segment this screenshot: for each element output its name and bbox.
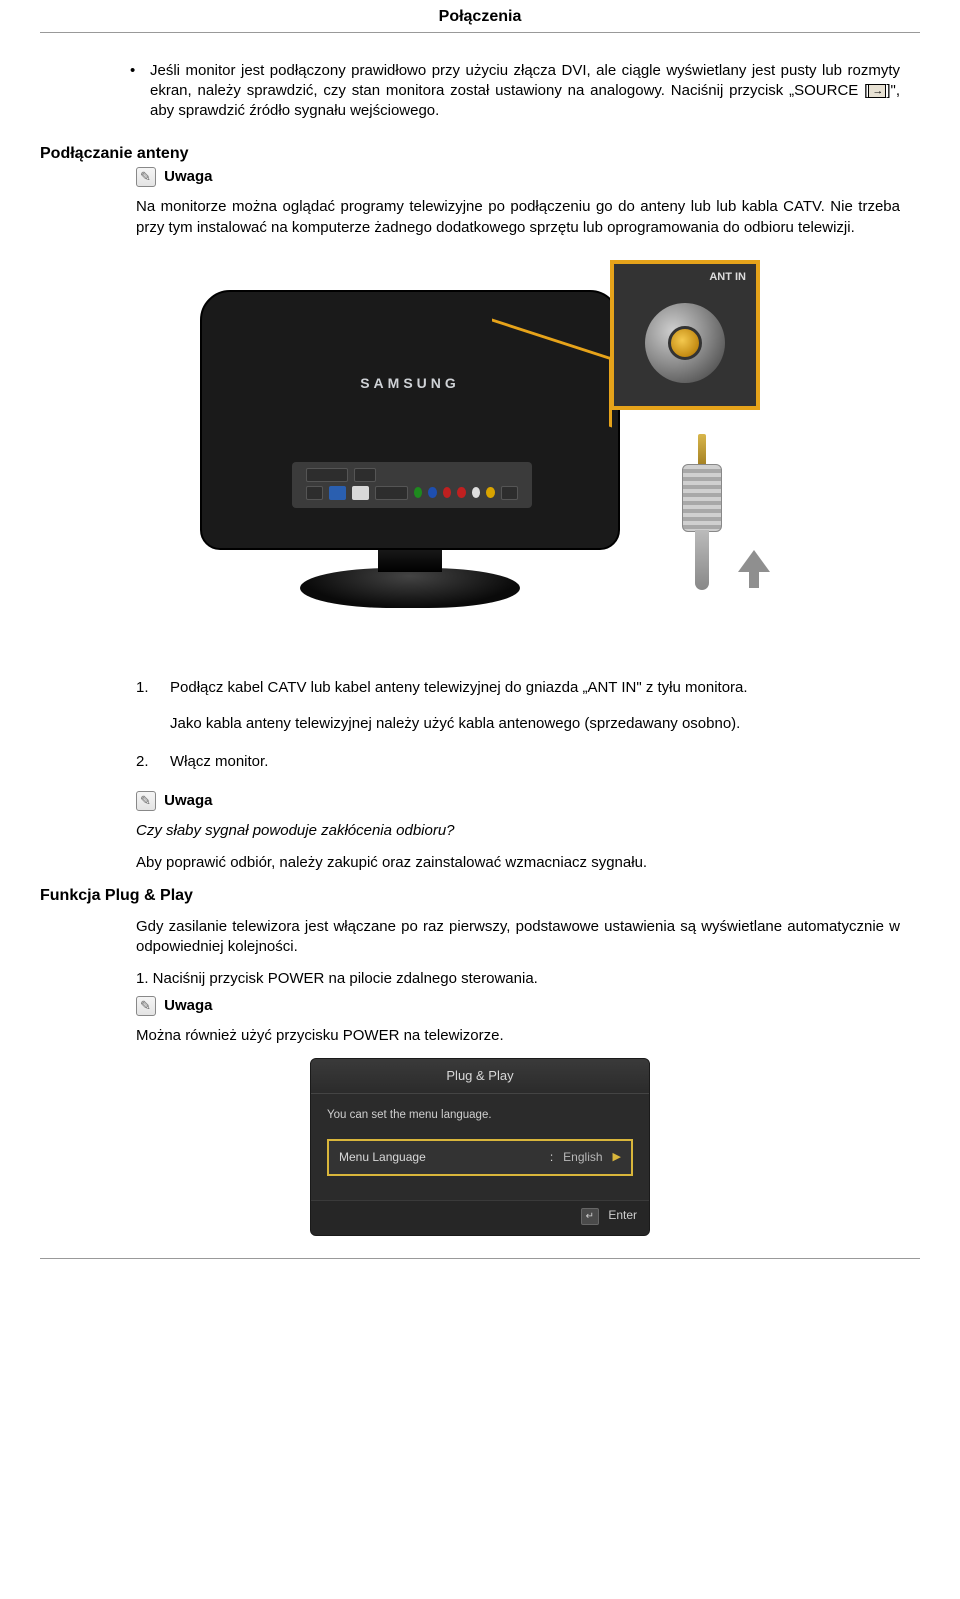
- pnp-paragraph: Gdy zasilanie telewizora jest włączane p…: [136, 917, 900, 958]
- port-rca-yellow: [486, 487, 494, 498]
- steps-list: 1. Podłącz kabel CATV lub kabel anteny t…: [136, 678, 900, 773]
- intro-bullet: • Jeśli monitor jest podłączony prawidło…: [150, 61, 900, 122]
- plug-body: [682, 464, 722, 532]
- triangle-right-icon: ▶: [613, 1150, 621, 1165]
- port-dvi: [352, 486, 369, 500]
- monitor-illustration: SAMSUNG: [160, 250, 800, 650]
- plug-and-play-screenshot: Plug & Play You can set the menu languag…: [310, 1058, 650, 1236]
- note-antenna: Uwaga: [136, 167, 920, 187]
- monitor-brand-text: SAMSUNG: [360, 374, 460, 393]
- step-item: 1. Podłącz kabel CATV lub kabel anteny t…: [136, 678, 900, 735]
- port-audio-red: [443, 487, 451, 498]
- port-rca-white: [472, 487, 480, 498]
- pencil-note-icon: [136, 167, 156, 187]
- port-rca-red: [457, 487, 465, 498]
- step-extra: Jako kabla anteny telewizyjnej należy uż…: [170, 714, 900, 734]
- footer-divider: [40, 1258, 920, 1259]
- port-generic: [306, 468, 348, 482]
- note-answer: Aby poprawić odbiór, należy zakupić oraz…: [136, 853, 900, 873]
- step-number: 2.: [136, 752, 170, 772]
- illustration-wrap: SAMSUNG: [40, 250, 920, 650]
- ant-in-socket: [645, 303, 725, 383]
- bullet-marker: •: [130, 61, 135, 81]
- port-generic: [306, 486, 323, 500]
- port-generic: [354, 468, 376, 482]
- port-audio-green: [414, 487, 422, 498]
- enter-label: Enter: [608, 1208, 637, 1222]
- note-power: Uwaga: [136, 996, 920, 1016]
- pnp-menu-row: Menu Language : English ▶: [327, 1139, 633, 1175]
- note-label: Uwaga: [164, 792, 212, 809]
- note-power-text: Można również użyć przycisku POWER na te…: [136, 1026, 900, 1046]
- note-label: Uwaga: [164, 997, 212, 1014]
- pnp-row-value: English: [563, 1149, 602, 1165]
- monitor-base: [300, 568, 520, 608]
- note-label: Uwaga: [164, 168, 212, 185]
- port-audio-blue: [428, 487, 436, 498]
- plug-tip: [698, 434, 706, 468]
- arrow-up-icon: [738, 550, 770, 572]
- pnp-footer: ↵ Enter: [311, 1200, 649, 1236]
- section-heading-antenna: Podłączanie anteny: [40, 143, 920, 165]
- ant-in-label: ANT IN: [709, 270, 746, 285]
- pnp-title: Plug & Play: [311, 1059, 649, 1094]
- enter-key-icon: ↵: [581, 1208, 599, 1226]
- monitor-body: SAMSUNG: [200, 290, 620, 550]
- section-heading-pnp: Funkcja Plug & Play: [40, 885, 920, 907]
- ant-in-center: [668, 326, 702, 360]
- note-signal: Uwaga: [136, 791, 920, 811]
- step-number: 1.: [136, 678, 170, 735]
- monitor-port-panel: [292, 462, 532, 508]
- plug-cable: [695, 530, 709, 590]
- port-vga: [329, 486, 346, 500]
- pnp-message: You can set the menu language.: [327, 1108, 633, 1124]
- note-question: Czy słaby sygnał powoduje zakłócenia odb…: [136, 821, 900, 841]
- pencil-note-icon: [136, 791, 156, 811]
- step-item: 2. Włącz monitor.: [136, 752, 900, 772]
- monitor-neck: [378, 548, 442, 572]
- antenna-cable-plug: [672, 434, 732, 554]
- intro-bullet-text-a: Jeśli monitor jest podłączony prawidłowo…: [150, 62, 900, 99]
- antenna-paragraph: Na monitorze można oglądać programy tele…: [136, 197, 900, 238]
- pnp-row-label: Menu Language: [339, 1149, 550, 1165]
- step-text: Włącz monitor.: [170, 752, 900, 772]
- port-generic: [501, 486, 518, 500]
- port-hdmi: [375, 486, 408, 500]
- source-icon: [868, 84, 886, 98]
- arrow-up-stem: [749, 570, 759, 588]
- pnp-row-sep: :: [550, 1149, 553, 1165]
- ant-in-callout: ANT IN: [610, 260, 760, 410]
- pnp-step1: 1. Naciśnij przycisk POWER na pilocie zd…: [136, 969, 900, 989]
- pencil-note-icon: [136, 996, 156, 1016]
- step-text: Podłącz kabel CATV lub kabel anteny tele…: [170, 678, 900, 698]
- page-header-title: Połączenia: [40, 0, 920, 33]
